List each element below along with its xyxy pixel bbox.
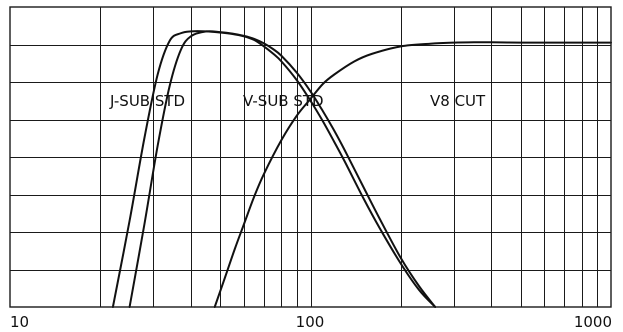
x-tick-label-1000: 1000 — [574, 313, 612, 331]
series-label-v-sub-std: V-SUB STD — [243, 92, 324, 110]
series-curve-1 — [128, 30, 437, 308]
series-curve-0 — [111, 30, 437, 308]
series-label-v8-cut: V8 CUT — [430, 92, 486, 110]
series-curve-2 — [213, 41, 612, 308]
chart-grid — [10, 7, 611, 307]
x-tick-label-100: 100 — [296, 313, 325, 331]
plot-frame — [9, 6, 612, 308]
x-tick-label-10: 10 — [10, 313, 29, 331]
series-label-j-sub-std: J-SUB STD — [109, 92, 185, 110]
chart-curves — [111, 30, 612, 308]
